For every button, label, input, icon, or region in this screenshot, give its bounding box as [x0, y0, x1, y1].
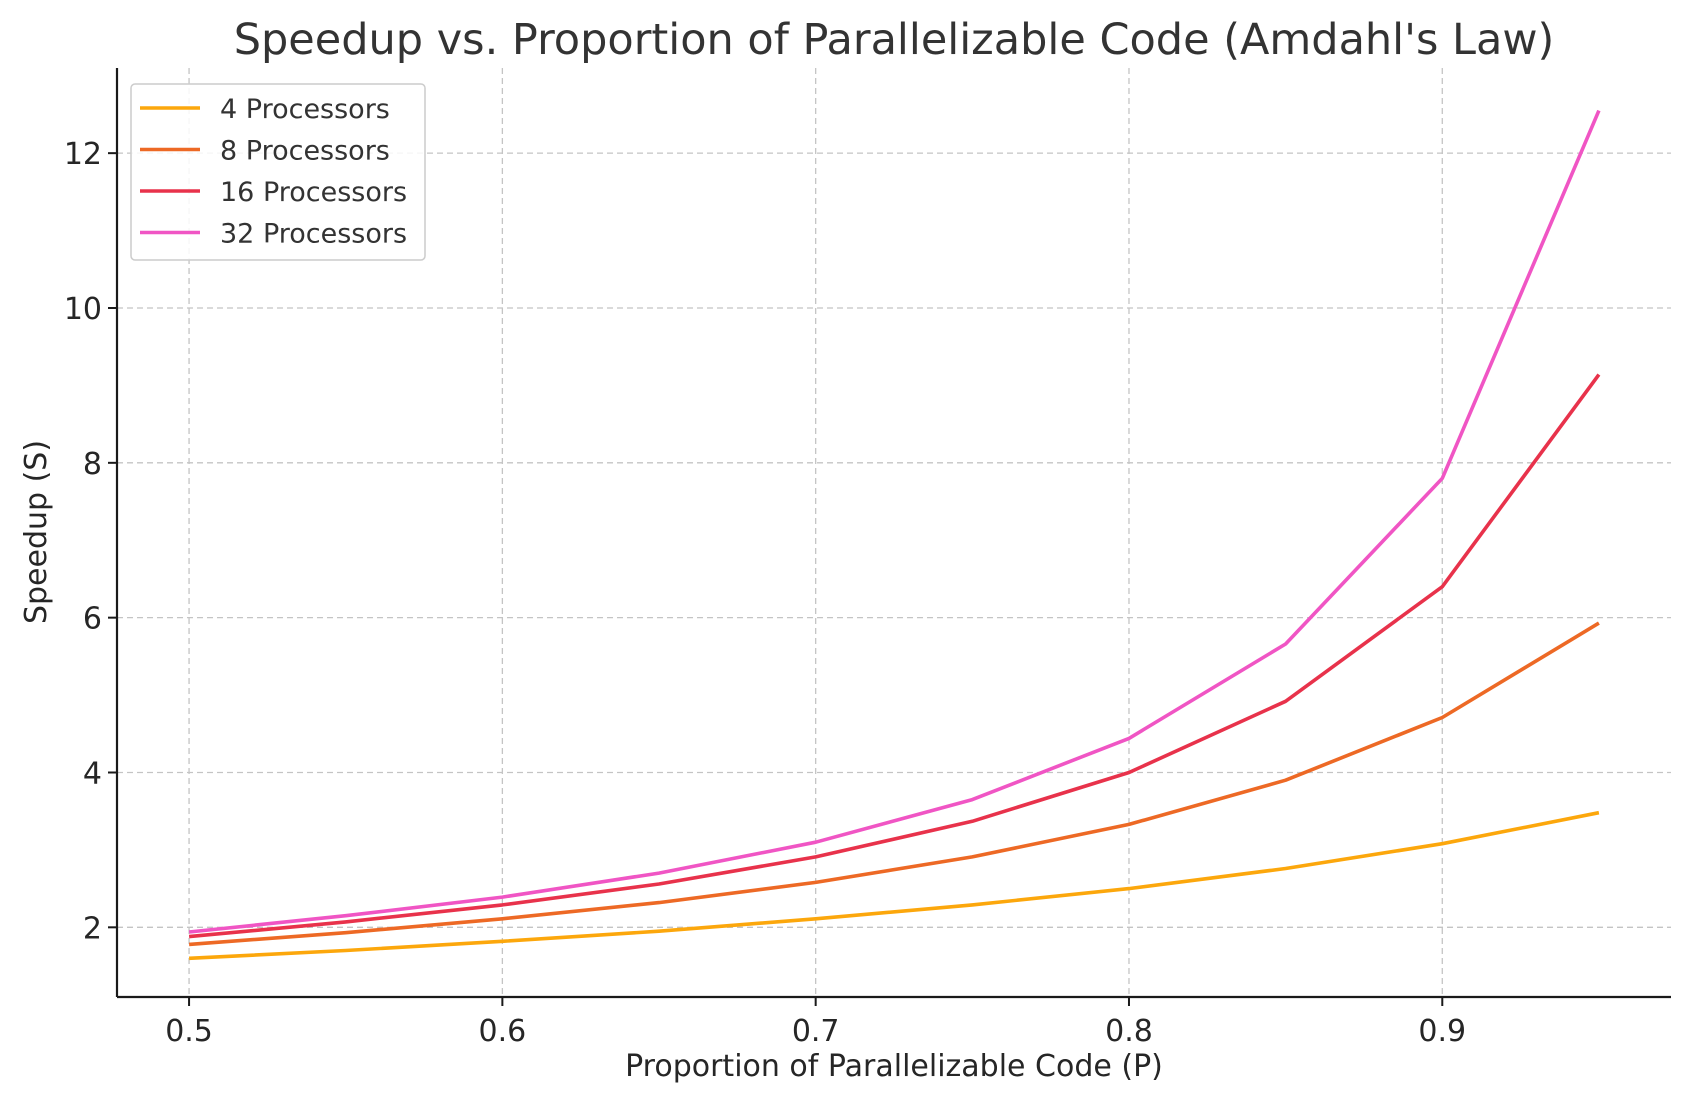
y-tick-label: 4	[83, 756, 102, 791]
x-axis-label: Proportion of Parallelizable Code (P)	[625, 1049, 1163, 1084]
legend-label-16-processors: 16 Processors	[220, 177, 407, 208]
legend-items: 4 Processors 8 Processors 16 Processors 32 …	[140, 94, 407, 250]
legend-label-32-processors: 32 Processors	[220, 219, 407, 250]
legend: 4 Processors 8 Processors 16 Processors 32 …	[130, 83, 426, 261]
series-line-4-processors	[189, 810, 1600, 961]
legend-frame	[130, 83, 426, 261]
y-tick-label: 6	[83, 602, 102, 637]
y-tick-label: 10	[64, 292, 102, 327]
series-line-16-processors	[188, 373, 1601, 939]
y-axis-ticks: 2 4 6 8 10 12	[64, 137, 117, 946]
y-tick-label: 12	[64, 137, 102, 172]
x-tick-label: 0.7	[792, 1014, 840, 1049]
x-tick-label: 0.6	[479, 1014, 527, 1049]
series-lines	[188, 109, 1601, 961]
series-line-8-processors	[188, 621, 1600, 947]
x-axis-ticks: 0.5 0.6 0.7 0.8 0.9	[165, 997, 1466, 1049]
grid-lines	[117, 68, 1671, 997]
series-line-32-processors	[188, 109, 1601, 934]
legend-label-4-processors: 4 Processors	[220, 94, 390, 125]
x-tick-label: 0.9	[1418, 1014, 1466, 1049]
x-tick-label: 0.8	[1105, 1014, 1153, 1049]
x-tick-label: 0.5	[165, 1014, 213, 1049]
y-tick-label: 2	[83, 911, 102, 946]
y-axis-label: Speedup (S)	[19, 440, 54, 624]
chart-title: Speedup vs. Proportion of Parallelizable…	[234, 15, 1555, 65]
legend-label-8-processors: 8 Processors	[220, 136, 390, 167]
y-tick-label: 8	[83, 447, 102, 482]
